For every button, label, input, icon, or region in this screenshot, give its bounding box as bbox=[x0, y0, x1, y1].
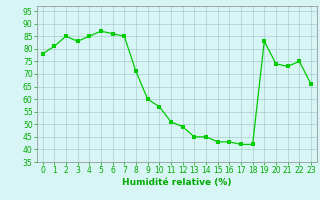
X-axis label: Humidité relative (%): Humidité relative (%) bbox=[122, 178, 232, 187]
